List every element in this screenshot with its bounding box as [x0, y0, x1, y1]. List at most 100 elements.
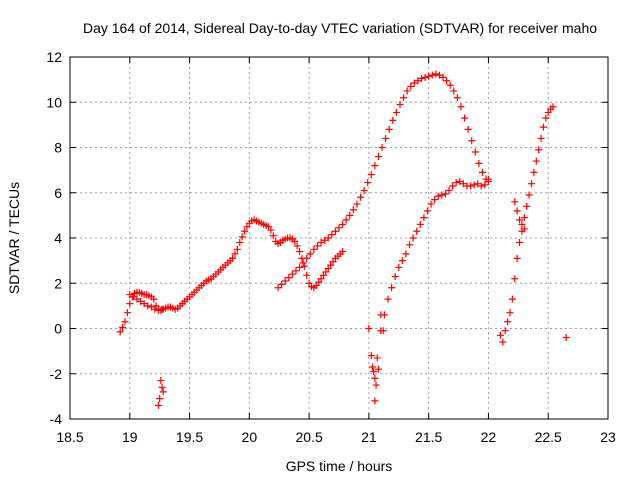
data-point [371, 162, 379, 170]
chart-title: Day 164 of 2014, Sidereal Day-to-day VTE… [83, 20, 597, 36]
data-point [549, 103, 557, 111]
data-point [413, 227, 421, 235]
data-point [360, 186, 368, 194]
data-point [159, 388, 167, 396]
series-scattered [154, 198, 570, 409]
data-point [449, 182, 457, 190]
data-point [317, 239, 325, 247]
x-tick-label: 22 [481, 429, 497, 445]
data-point [421, 73, 429, 81]
data-point [233, 245, 241, 253]
data-point [371, 397, 379, 405]
data-point [530, 168, 538, 176]
data-point [382, 134, 390, 142]
data-point [119, 323, 127, 331]
data-point [371, 374, 379, 382]
data-point [539, 123, 547, 131]
data-point [292, 267, 300, 275]
data-point [542, 114, 550, 122]
data-point [156, 395, 164, 403]
x-tick-label: 19.5 [176, 429, 203, 445]
data-point [441, 190, 449, 198]
data-point [123, 309, 131, 317]
data-point [525, 191, 533, 199]
data-point [518, 220, 526, 228]
data-point [511, 275, 519, 283]
data-point [231, 250, 239, 258]
data-point [504, 318, 512, 326]
data-point [407, 82, 415, 90]
data-point [400, 94, 408, 102]
data-point [300, 262, 308, 270]
data-point [296, 248, 304, 256]
data-point [364, 179, 372, 187]
data-point [133, 295, 141, 303]
data-point [310, 245, 318, 253]
data-point [229, 254, 237, 262]
x-tick-label: 22.5 [535, 429, 562, 445]
data-point [406, 241, 414, 249]
data-point [339, 220, 347, 228]
data-point [513, 254, 521, 262]
data-point [474, 180, 482, 188]
data-point [414, 77, 422, 85]
data-point [562, 334, 570, 342]
data-point [471, 148, 479, 156]
y-tick-label: 8 [54, 140, 62, 156]
data-point [456, 177, 464, 185]
data-point [535, 146, 543, 154]
data-point [374, 153, 382, 161]
data-point [445, 186, 453, 194]
y-tick-label: -2 [50, 366, 63, 382]
data-point [468, 137, 476, 145]
data-point [339, 248, 347, 256]
data-point [403, 87, 411, 95]
data-point [368, 363, 376, 371]
data-point [420, 214, 428, 222]
series-track-e [496, 103, 557, 346]
data-point [299, 259, 307, 267]
data-point [453, 94, 461, 102]
data-point [296, 263, 304, 271]
data-point [353, 200, 361, 208]
data-point [392, 108, 400, 116]
data-point [288, 270, 296, 278]
data-point [520, 214, 528, 222]
data-point [478, 168, 486, 176]
data-point [477, 182, 485, 190]
data-point [396, 101, 404, 109]
data-point [464, 125, 472, 133]
data-point [389, 116, 397, 124]
data-point [438, 191, 446, 199]
grid [70, 57, 608, 419]
data-point [416, 220, 424, 228]
data-point [484, 175, 492, 183]
data-point [384, 295, 392, 303]
data-point [158, 305, 166, 313]
data-point [385, 125, 393, 133]
data-point [324, 234, 332, 242]
data-point [365, 325, 373, 332]
data-point [434, 192, 442, 200]
series-track-c [274, 70, 492, 292]
data-point [374, 365, 382, 373]
data-point [335, 224, 343, 232]
data-point [321, 236, 329, 244]
data-point [506, 309, 514, 317]
data-point [140, 300, 148, 308]
y-tick-label: 4 [54, 230, 62, 246]
series-track-d [377, 175, 492, 335]
data-point [388, 284, 396, 292]
y-tick-label: 0 [54, 321, 62, 337]
data-point [501, 327, 509, 335]
data-point [331, 227, 339, 235]
data-point [357, 193, 365, 201]
data-point [523, 202, 531, 210]
data-point [144, 302, 152, 310]
series-track-a [116, 216, 347, 336]
data-point [154, 306, 162, 314]
data-point [425, 72, 433, 80]
data-point [281, 277, 289, 285]
data-point [511, 198, 519, 206]
